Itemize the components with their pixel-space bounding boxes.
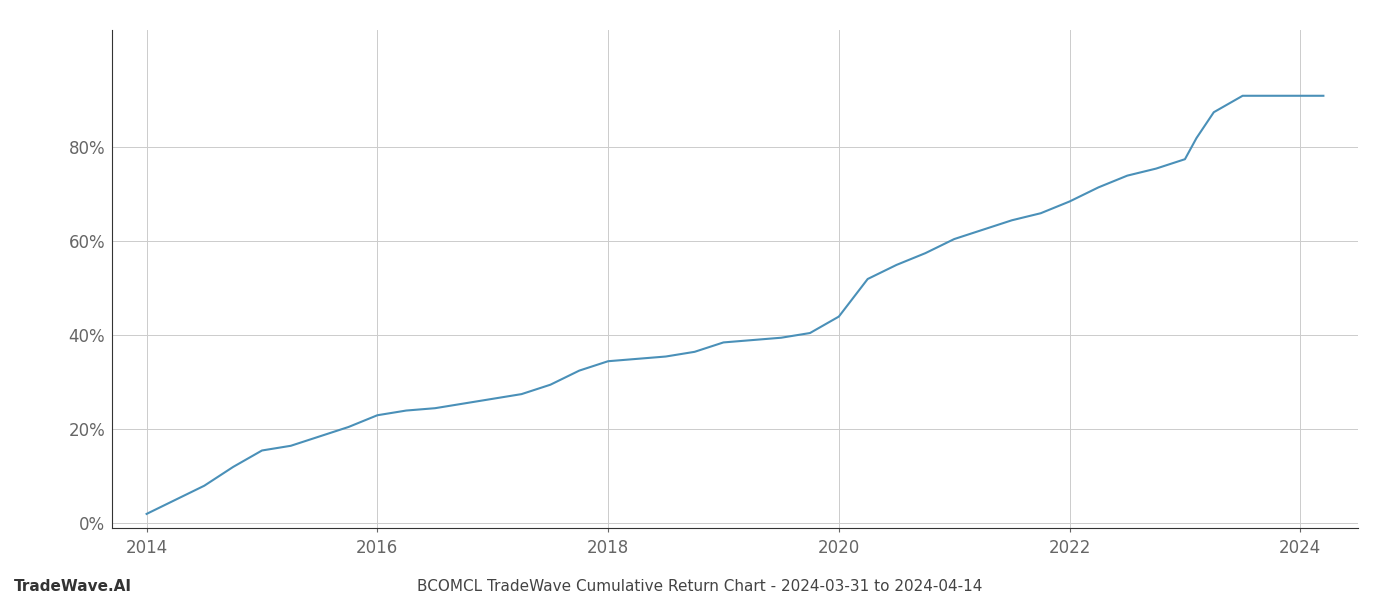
Text: BCOMCL TradeWave Cumulative Return Chart - 2024-03-31 to 2024-04-14: BCOMCL TradeWave Cumulative Return Chart… <box>417 579 983 594</box>
Text: TradeWave.AI: TradeWave.AI <box>14 579 132 594</box>
